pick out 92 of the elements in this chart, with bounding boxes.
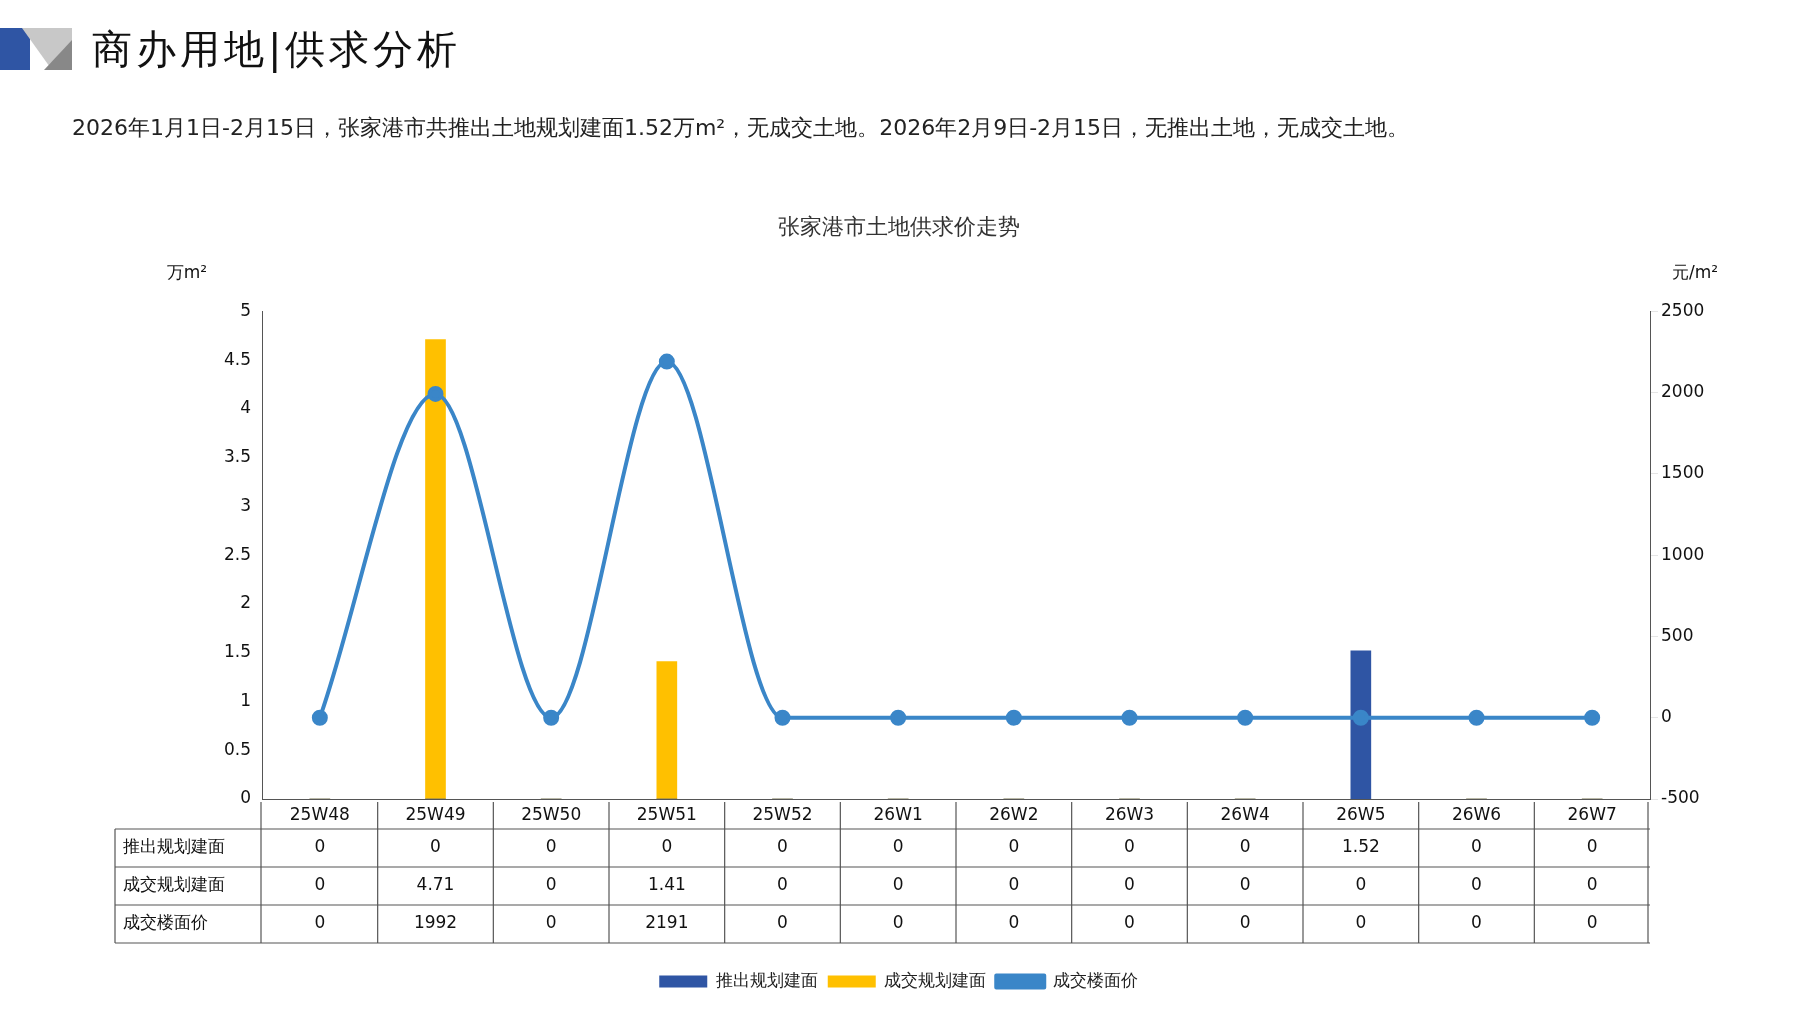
bar xyxy=(656,661,678,799)
data-label: 1.52 xyxy=(1341,836,1380,857)
legend-label: 成交楼面价 xyxy=(1052,969,1138,990)
x-tick-label: 25W48 xyxy=(289,803,350,824)
y-tick-label: 4 xyxy=(240,397,251,418)
y2-axis-title: 元/m² xyxy=(1671,261,1719,282)
data-label: 0 xyxy=(1471,912,1482,933)
bar xyxy=(1350,650,1372,799)
x-tick-label: 26W2 xyxy=(989,803,1039,824)
data-label: 2191 xyxy=(645,912,689,933)
y2-tick-label: 2000 xyxy=(1661,381,1705,402)
y2-tick-label: 1000 xyxy=(1661,543,1705,564)
data-label: 0 xyxy=(430,836,441,857)
point xyxy=(1584,709,1601,726)
point xyxy=(1352,709,1369,726)
point xyxy=(427,385,444,402)
data-label: 0 xyxy=(1124,874,1135,895)
x-tick-label: 25W49 xyxy=(405,803,466,824)
data-label: 0 xyxy=(1008,912,1020,933)
text: 成交楼面价 xyxy=(123,912,208,933)
data-label: 0 xyxy=(1239,912,1251,933)
y2-tick-label: 2500 xyxy=(1661,299,1705,320)
y-tick-label: 4.5 xyxy=(223,348,251,369)
data-label: 0 xyxy=(777,874,788,895)
data-label: 1992 xyxy=(413,912,458,933)
legend-label: 推出规划建面 xyxy=(715,969,818,990)
x-tick-label: 26W3 xyxy=(1104,803,1155,824)
chart-subtitle: 2026年1月1日-2月15日，张家港市共推出土地规划建面1.52万m²，无成交土地。2026年2月9日-2月15日，无推出土地，无成交土地。 xyxy=(72,114,1410,142)
y-tick-label: 1.5 xyxy=(223,641,251,662)
data-label: 0 xyxy=(1355,874,1367,895)
text: 推出规划建面 xyxy=(123,836,225,857)
data-label: 0 xyxy=(1124,912,1135,933)
data-label: 0 xyxy=(1471,836,1482,857)
data-label: 1.41 xyxy=(647,874,686,895)
data-label: 0 xyxy=(1586,874,1598,895)
x-tick-label: 25W52 xyxy=(752,803,813,824)
text: 商办用地|供求分析 xyxy=(92,25,462,75)
point xyxy=(1121,709,1138,726)
point xyxy=(1468,709,1485,726)
y-tick-label: 2.5 xyxy=(223,543,251,564)
y2-tick-label: 0 xyxy=(1661,706,1672,727)
y-tick-label: 2 xyxy=(240,592,251,613)
y-tick-label: 0 xyxy=(240,787,251,808)
x-tick-label: 26W4 xyxy=(1220,803,1270,824)
x-tick-label: 26W6 xyxy=(1451,803,1502,824)
y-tick-label: 5 xyxy=(240,299,251,320)
data-label: 0 xyxy=(1471,874,1482,895)
point xyxy=(1005,709,1022,726)
text: 成交规划建面 xyxy=(123,874,225,895)
data-label: 4.71 xyxy=(416,874,455,895)
data-label: 0 xyxy=(1239,836,1251,857)
y2-tick-label: -500 xyxy=(1661,787,1700,808)
data-label: 0 xyxy=(1008,836,1020,857)
point xyxy=(1237,709,1254,726)
x-tick-label: 26W1 xyxy=(873,803,923,824)
y2-tick-label: 1500 xyxy=(1661,462,1705,483)
data-label: 0 xyxy=(1239,874,1251,895)
data-label: 0 xyxy=(545,874,557,895)
data-label: 0 xyxy=(314,874,326,895)
point xyxy=(311,709,328,726)
data-label: 0 xyxy=(1124,836,1135,857)
y-axis-title: 万m² xyxy=(166,261,208,282)
data-label: 0 xyxy=(777,912,788,933)
x-tick-label: 25W51 xyxy=(636,803,697,824)
x-tick-label: 26W5 xyxy=(1336,803,1386,824)
y-tick-label: 1 xyxy=(240,689,251,710)
point xyxy=(658,353,675,370)
data-label: 0 xyxy=(314,836,326,857)
data-label: 0 xyxy=(1008,874,1020,895)
data-label: 0 xyxy=(1586,836,1598,857)
data-label: 0 xyxy=(892,912,904,933)
data-label: 0 xyxy=(892,836,904,857)
data-label: 0 xyxy=(314,912,326,933)
data-label: 0 xyxy=(661,836,673,857)
chart-title: 张家港市土地供求价走势 xyxy=(777,213,1020,239)
data-label: 0 xyxy=(545,836,557,857)
data-label: 0 xyxy=(545,912,557,933)
x-tick-label: 26W7 xyxy=(1567,803,1617,824)
point xyxy=(774,709,791,726)
bar xyxy=(425,339,446,799)
data-label: 0 xyxy=(1586,912,1598,933)
data-label: 0 xyxy=(777,836,788,857)
point xyxy=(543,709,560,726)
data-label: 0 xyxy=(892,874,904,895)
x-tick-label: 25W50 xyxy=(521,803,582,824)
y-tick-label: 3 xyxy=(240,494,251,515)
point xyxy=(890,709,907,726)
legend-label: 成交规划建面 xyxy=(884,969,987,990)
y2-tick-label: 500 xyxy=(1661,624,1694,645)
y-tick-label: 3.5 xyxy=(223,446,251,467)
y-tick-label: 0.5 xyxy=(223,738,251,759)
data-label: 0 xyxy=(1355,912,1367,933)
